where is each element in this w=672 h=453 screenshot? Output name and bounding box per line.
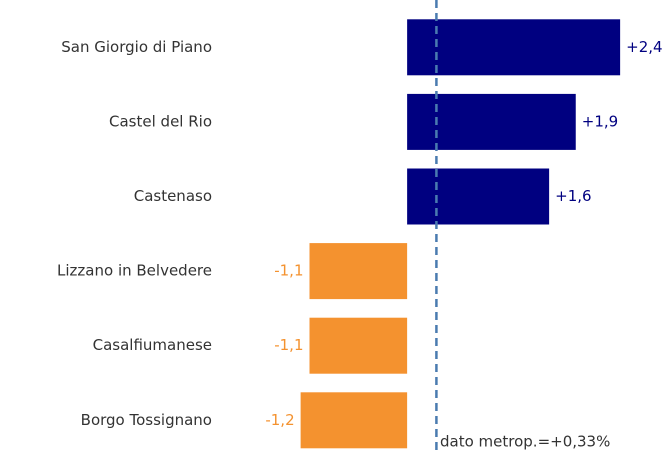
category-label: Lizzano in Belvedere xyxy=(57,262,212,280)
value-label: +2,4 xyxy=(626,38,662,56)
value-label: -1,2 xyxy=(265,411,294,429)
value-label: +1,9 xyxy=(582,112,618,130)
value-label: -1,1 xyxy=(274,262,303,280)
bar xyxy=(300,392,408,449)
bar xyxy=(407,19,621,76)
category-label: San Giorgio di Piano xyxy=(61,38,212,56)
category-label: Castenaso xyxy=(134,187,212,205)
category-label: Borgo Tossignano xyxy=(81,411,212,429)
category-label: Castel del Rio xyxy=(109,112,212,130)
value-label: -1,1 xyxy=(274,336,303,354)
category-label: Casalfiumanese xyxy=(93,336,212,354)
bar xyxy=(309,243,408,300)
bar xyxy=(309,317,408,374)
bar xyxy=(407,93,576,150)
reference-label: dato metrop.=+0,33% xyxy=(440,433,610,451)
bar xyxy=(407,168,550,225)
value-label: +1,6 xyxy=(555,187,591,205)
